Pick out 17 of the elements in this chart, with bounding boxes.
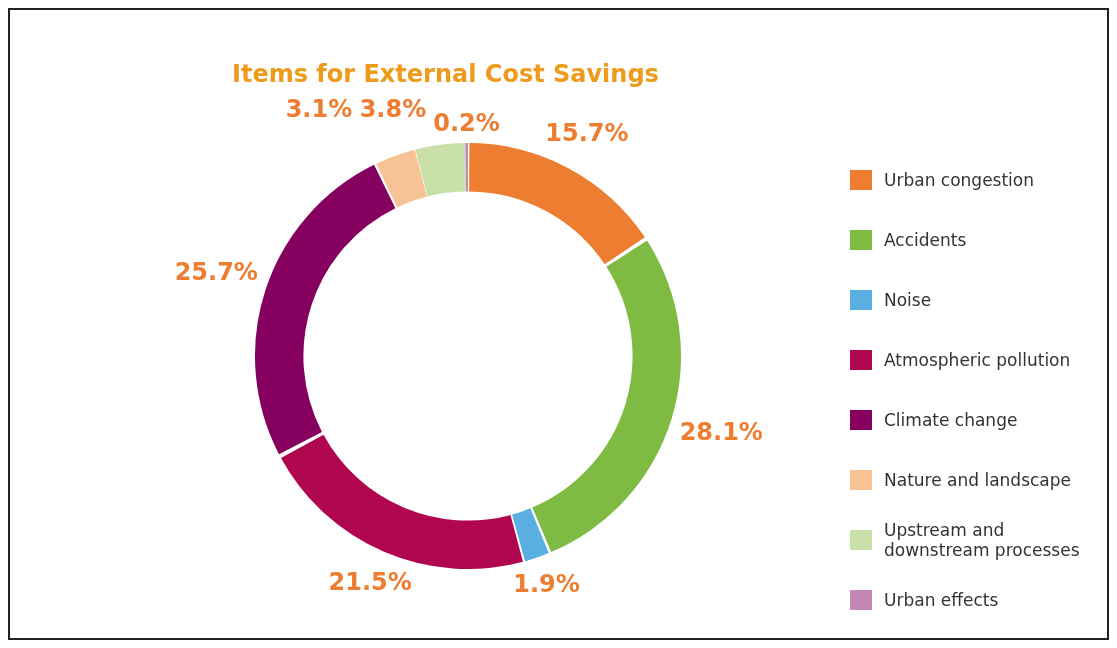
chart-title: Items for External Cost Savings	[232, 60, 659, 88]
legend-label: Climate change	[884, 410, 1019, 430]
data-label: 15.7%	[545, 119, 629, 148]
legend-label: Noise	[884, 290, 933, 310]
data-label: 3.1%	[285, 95, 353, 124]
data-label: 1.9%	[513, 569, 580, 598]
data-label: 0.2%	[433, 108, 500, 137]
legend-label: Atmospheric pollution	[884, 350, 1072, 370]
legend-label: Upstream and downstream processes	[884, 520, 1081, 560]
data-label: 21.5%	[328, 568, 412, 597]
data-label: 3.8%	[359, 95, 427, 124]
data-label: 25.7%	[174, 257, 258, 286]
legend-label: Accidents	[884, 230, 968, 250]
data-label: 28.1%	[679, 418, 763, 447]
legend-label: Urban congestion	[884, 170, 1035, 190]
legend-label: Nature and landscape	[884, 470, 1073, 490]
legend-label: Urban effects	[884, 590, 1000, 610]
